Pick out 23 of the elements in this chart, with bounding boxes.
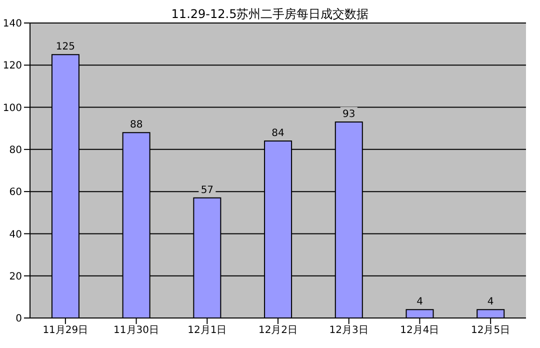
x-tick-label: 12月2日 — [258, 325, 298, 336]
x-tick-label: 11月29日 — [42, 325, 88, 336]
x-tick-label: 12月5日 — [471, 325, 510, 336]
x-tick-label: 12月1日 — [188, 325, 227, 336]
y-tick-label: 60 — [9, 187, 22, 198]
data-label: 4 — [416, 296, 423, 308]
y-tick-label: 80 — [9, 144, 22, 156]
y-tick-label: 0 — [16, 314, 22, 325]
data-label: 4 — [487, 296, 494, 308]
data-label: 84 — [272, 128, 284, 139]
y-tick-label: 140 — [2, 18, 22, 30]
x-tick-label: 12月4日 — [400, 325, 440, 336]
data-label: 93 — [342, 109, 356, 120]
data-label: 88 — [130, 120, 143, 131]
y-tick-label: 20 — [9, 271, 22, 282]
data-label: 125 — [56, 42, 76, 53]
chart-title: 11.29-12.5苏州二手房每日成交数据 — [171, 7, 369, 21]
data-label: 57 — [200, 184, 214, 196]
y-tick-label: 40 — [9, 229, 22, 240]
x-tick-label: 11月30日 — [114, 325, 160, 336]
x-tick-label: 12月3日 — [329, 325, 368, 336]
y-tick-label: 100 — [2, 102, 22, 114]
y-tick-label: 120 — [2, 60, 22, 72]
